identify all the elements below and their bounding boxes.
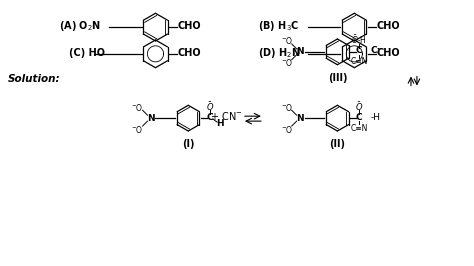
Text: $^{-}$O: $^{-}$O: [131, 123, 144, 135]
Text: $\bar{O}$: $\bar{O}$: [355, 100, 364, 113]
Text: $\bar{O}$: $\bar{O}$: [206, 100, 214, 113]
Text: $^{-}$O: $^{-}$O: [281, 35, 293, 47]
Text: (III): (III): [328, 73, 347, 82]
Text: CHO: CHO: [177, 48, 201, 58]
Text: $^{-}$O: $^{-}$O: [281, 123, 293, 135]
Text: C: C: [207, 113, 213, 122]
Text: + CN$^{-}$: + CN$^{-}$: [210, 110, 242, 122]
Text: C≡N: C≡N: [351, 57, 368, 66]
Text: (I): (I): [182, 139, 194, 149]
Text: H: H: [216, 119, 224, 128]
Text: -H: -H: [370, 113, 380, 122]
Text: $^{-}$O: $^{-}$O: [281, 57, 293, 68]
Text: $\bar{O}$-H: $\bar{O}$-H: [351, 34, 367, 46]
Text: (D) H$_2$N: (D) H$_2$N: [258, 46, 301, 60]
Text: (A) O$_2$N: (A) O$_2$N: [59, 19, 101, 33]
Text: C:: C:: [370, 46, 381, 55]
Text: $^{-}$O: $^{-}$O: [281, 102, 293, 113]
Text: (C) HO: (C) HO: [69, 48, 105, 58]
Text: (II): (II): [329, 139, 346, 149]
Text: C≡N: C≡N: [351, 123, 368, 132]
Text: $^{-}$O: $^{-}$O: [131, 102, 144, 113]
Text: CHO: CHO: [177, 21, 201, 31]
Text: Solution:: Solution:: [8, 74, 60, 84]
Text: CHO: CHO: [376, 21, 400, 31]
Text: N: N: [296, 114, 303, 123]
Text: C: C: [356, 113, 363, 122]
Text: N: N: [296, 47, 303, 56]
Text: (B) H$_3$C: (B) H$_3$C: [258, 19, 299, 33]
Text: CHO: CHO: [376, 48, 400, 58]
Text: N: N: [146, 114, 155, 123]
Text: C: C: [356, 46, 363, 55]
